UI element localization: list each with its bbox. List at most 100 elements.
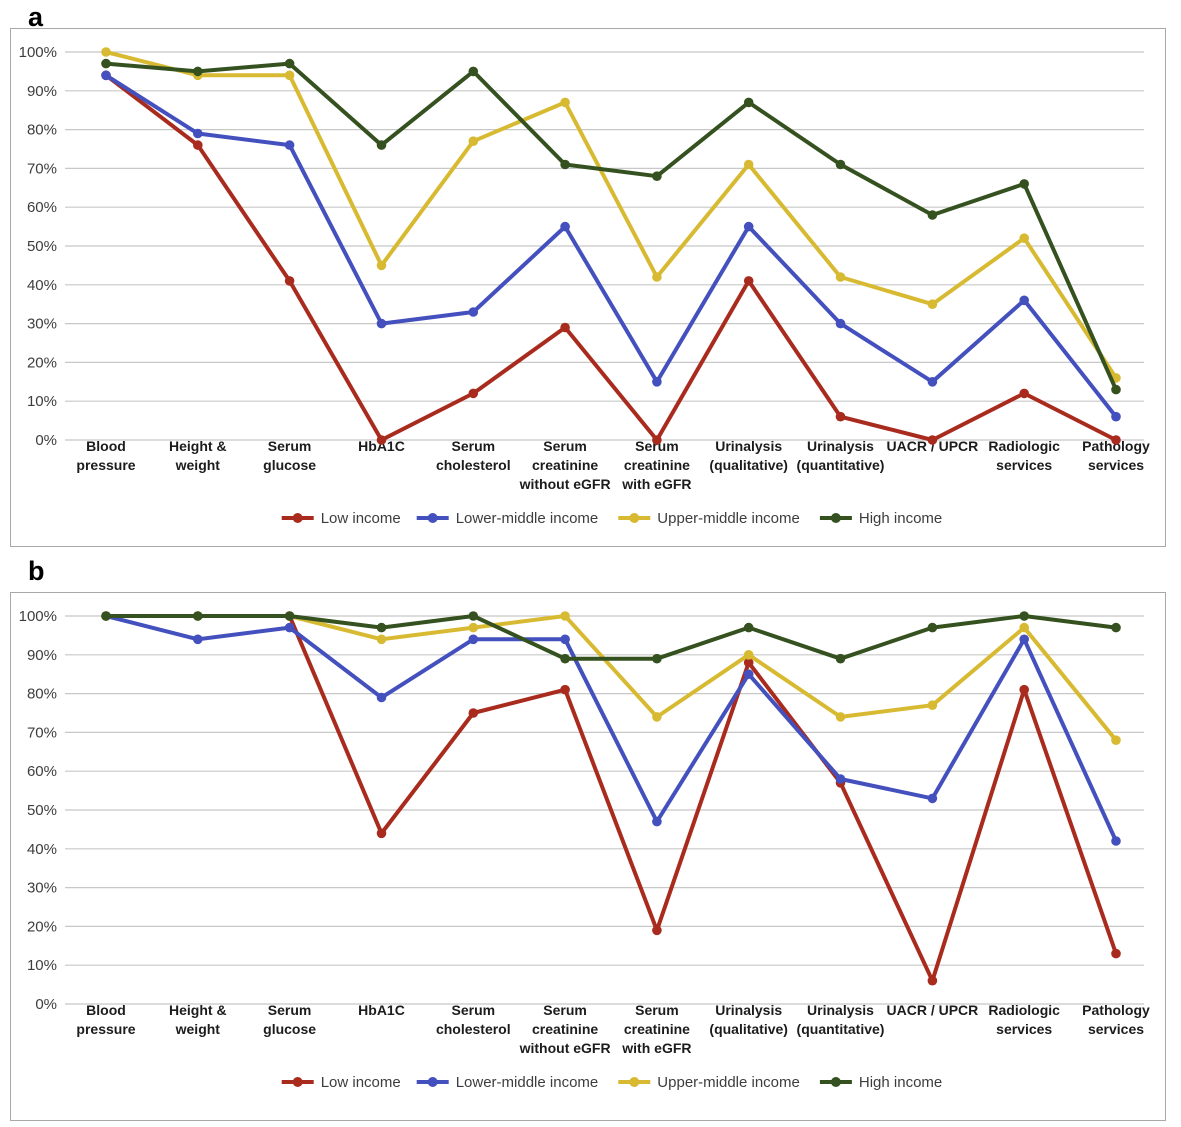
- data-point-lower-middle-income: [101, 70, 111, 81]
- data-point-high-income: [1111, 384, 1121, 395]
- data-point-low-income: [652, 925, 662, 936]
- y-tick-label: 20%: [27, 354, 57, 371]
- data-point-high-income: [835, 653, 846, 664]
- data-point-low-income: [193, 140, 203, 150]
- data-point-low-income: [376, 435, 387, 445]
- y-tick-label: 10%: [27, 957, 57, 974]
- data-point-high-income: [284, 58, 295, 69]
- data-point-upper-middle-income: [468, 136, 479, 146]
- x-category-label: Height & weight: [169, 1002, 227, 1037]
- data-point-upper-middle-income: [652, 272, 662, 282]
- data-point-high-income: [468, 611, 479, 621]
- panel-label-b: b: [28, 556, 45, 586]
- y-tick-label: 30%: [27, 316, 57, 333]
- data-point-upper-middle-income: [468, 622, 479, 633]
- chart-a: 100% 90% 80% 70% 60% 50% 40% 30% 20% 10% 0% Blood pr…: [11, 29, 1165, 548]
- data-point-high-income: [652, 653, 662, 664]
- data-point-high-income: [193, 66, 203, 77]
- y-tick-label: 20%: [27, 918, 57, 935]
- data-point-low-income: [376, 828, 387, 839]
- x-category-label: Serum creatinine with eGFR: [621, 1002, 691, 1056]
- y-tick-label: 30%: [27, 880, 57, 897]
- legend-label: Low income: [321, 510, 401, 527]
- data-point-high-income: [468, 66, 479, 77]
- x-category-label: Pathology services: [1082, 1002, 1150, 1037]
- data-point-high-income: [1111, 622, 1121, 633]
- data-point-low-income: [560, 322, 570, 333]
- legend-label: Upper-middle income: [657, 1074, 800, 1091]
- data-point-upper-middle-income: [376, 634, 387, 645]
- y-tick-label: 0%: [35, 432, 57, 449]
- data-point-low-income: [743, 276, 754, 286]
- data-point-lower-middle-income: [468, 634, 479, 645]
- panel-label-a: a: [28, 2, 44, 32]
- data-point-lower-middle-income: [835, 318, 846, 329]
- data-point-lower-middle-income: [560, 634, 570, 645]
- data-point-high-income: [743, 622, 754, 633]
- x-category-label: Urinalysis (qualitative): [709, 438, 788, 473]
- series-line-high-income: [105, 61, 1118, 391]
- data-point-lower-middle-income: [927, 377, 938, 387]
- data-point-upper-middle-income: [560, 611, 570, 621]
- legend-item: Upper-middle income: [618, 510, 800, 527]
- data-point-high-income: [927, 210, 938, 220]
- data-point-lower-middle-income: [376, 692, 387, 703]
- data-point-high-income: [193, 611, 203, 621]
- series-line-lower-middle-income: [105, 614, 1118, 842]
- data-point-upper-middle-income: [743, 159, 754, 170]
- legend-item: High income: [819, 1074, 942, 1091]
- data-point-high-income: [835, 159, 846, 170]
- legend-label: Low income: [321, 1074, 401, 1091]
- legend-label: Lower-middle income: [456, 1074, 599, 1091]
- x-category-label: Serum creatinine with eGFR: [621, 438, 691, 492]
- data-point-upper-middle-income: [101, 47, 111, 57]
- data-point-upper-middle-income: [376, 260, 387, 271]
- x-category-label: UACR / UPCR: [887, 438, 979, 454]
- x-category-label: HbA1C: [358, 1002, 405, 1018]
- y-tick-label: 70%: [27, 724, 57, 741]
- x-category-label: Serum cholesterol: [436, 1002, 511, 1037]
- x-category-label: Serum glucose: [263, 1002, 316, 1037]
- data-point-low-income: [1111, 435, 1121, 445]
- y-tick-label: 100%: [19, 608, 57, 625]
- data-point-lower-middle-income: [193, 128, 203, 139]
- data-point-upper-middle-income: [284, 70, 295, 81]
- data-point-high-income: [1019, 179, 1029, 189]
- data-point-upper-middle-income: [652, 712, 662, 722]
- x-category-label: Serum creatinine without eGFR: [519, 1002, 611, 1056]
- data-point-high-income: [743, 97, 754, 108]
- x-category-label: Blood pressure: [76, 1002, 135, 1037]
- y-tick-label: 100%: [19, 44, 57, 61]
- chart-a-box: 100% 90% 80% 70% 60% 50% 40% 30% 20% 10% 0% Blood pr…: [10, 28, 1166, 547]
- data-point-lower-middle-income: [1019, 634, 1029, 645]
- y-tick-label: 80%: [27, 686, 57, 703]
- legend-marker-dot: [830, 513, 841, 523]
- legend-marker-dot: [629, 1077, 640, 1087]
- data-point-lower-middle-income: [1111, 411, 1121, 422]
- data-point-lower-middle-income: [1111, 836, 1121, 846]
- x-category-label: HbA1C: [358, 438, 405, 454]
- series-line-low-income: [104, 73, 1117, 442]
- chart-canvas-a: 100% 90% 80% 70% 60% 50% 40% 30% 20% 10% 0% Blood pr…: [19, 44, 1150, 527]
- data-point-upper-middle-income: [927, 299, 938, 310]
- y-tick-label: 60%: [27, 763, 57, 780]
- x-category-label: Blood pressure: [76, 438, 135, 473]
- data-point-lower-middle-income: [284, 622, 295, 633]
- series-line-lower-middle-income: [104, 73, 1118, 418]
- data-point-lower-middle-income: [468, 307, 479, 317]
- chart-canvas-b: 100% 90% 80% 70% 60% 50% 40% 30% 20% 10% 0% Blood pr…: [19, 608, 1150, 1091]
- legend-item: High income: [819, 510, 942, 527]
- data-point-high-income: [1019, 611, 1029, 621]
- x-category-label: Height & weight: [169, 438, 227, 473]
- data-point-low-income: [468, 708, 479, 718]
- data-point-lower-middle-income: [193, 634, 203, 645]
- y-tick-label: 50%: [27, 238, 57, 255]
- legend-label: Upper-middle income: [657, 510, 800, 527]
- chart-b: 100% 90% 80% 70% 60% 50% 40% 30% 20% 10% 0% Blood pr…: [11, 593, 1165, 1122]
- x-category-label: UACR / UPCR: [887, 1002, 979, 1018]
- data-point-upper-middle-income: [835, 272, 846, 282]
- y-tick-label: 0%: [35, 996, 57, 1013]
- y-tick-label: 70%: [27, 160, 57, 177]
- data-point-lower-middle-income: [652, 816, 662, 827]
- series-line-upper-middle-income: [106, 614, 1118, 742]
